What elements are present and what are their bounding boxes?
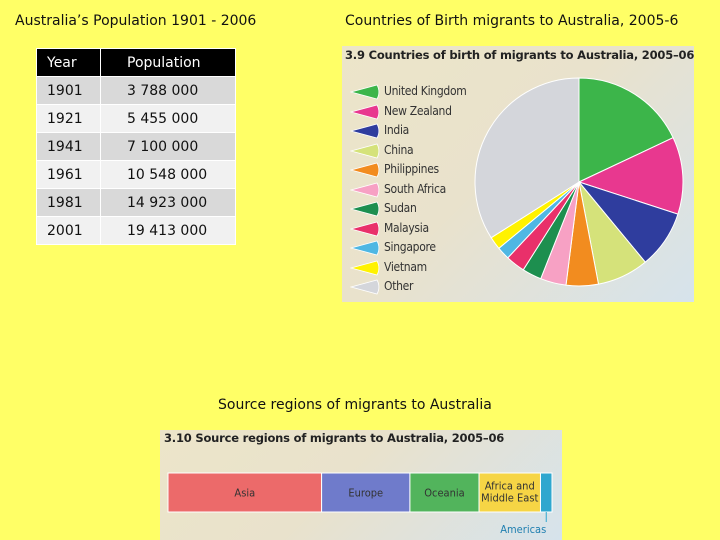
population-cell: 19 413 000 bbox=[100, 216, 236, 245]
population-cell: 14 923 000 bbox=[100, 188, 236, 217]
population-column-header: Population bbox=[100, 48, 236, 77]
legend-swatch-other bbox=[350, 279, 380, 295]
countries-of-birth-figure: 3.9 Countries of birth of migrants to Au… bbox=[342, 46, 694, 302]
legend-label: Vietnam bbox=[384, 259, 427, 274]
legend-swatch-malaysia bbox=[350, 221, 380, 236]
legend-label: Malaysia bbox=[384, 220, 429, 235]
table-row: 1941 7 100 000 bbox=[36, 132, 236, 161]
legend-swatch bbox=[350, 182, 380, 197]
legend-swatch bbox=[350, 123, 380, 139]
legend-label: Sudan bbox=[384, 201, 417, 215]
legend-label: Singapore bbox=[384, 240, 436, 254]
pie-slice-new-zealand bbox=[577, 137, 684, 215]
year-cell: 1961 bbox=[36, 160, 101, 189]
legend-swatch bbox=[350, 221, 380, 236]
year-cell: 1901 bbox=[36, 76, 101, 105]
population-cell: 7 100 000 bbox=[100, 132, 236, 161]
bar-segment-americas bbox=[539, 472, 553, 513]
bar-label-oceania: Oceania bbox=[424, 487, 464, 500]
legend-swatch-sudan bbox=[350, 201, 380, 217]
legend-swatch bbox=[350, 84, 380, 100]
bar-chart-title: 3.10 Source regions of migrants to Austr… bbox=[164, 431, 505, 445]
legend-label: China bbox=[384, 142, 414, 157]
legend-swatch bbox=[350, 162, 380, 178]
legend-swatch bbox=[350, 260, 380, 275]
pie-slice-united-kingdom bbox=[578, 77, 674, 183]
stacked-bar-chart: Asia Europe Oceania Africa and Middle East Am… bbox=[167, 472, 553, 536]
legend-swatch-united-kingdom bbox=[350, 84, 380, 100]
source-regions-heading: Source regions of migrants to Australia bbox=[218, 397, 492, 413]
population-cell: 3 788 000 bbox=[100, 76, 236, 105]
legend-swatch bbox=[350, 240, 380, 256]
table-header-row: Year Population bbox=[36, 48, 236, 77]
table-row: 1981 14 923 000 bbox=[36, 188, 236, 217]
table-row: 1901 3 788 000 bbox=[36, 76, 236, 105]
population-cell: 5 455 000 bbox=[100, 104, 236, 133]
legend-label: New Zealand bbox=[384, 103, 452, 118]
legend-swatch bbox=[350, 143, 380, 158]
legend-label: South Africa bbox=[384, 181, 446, 196]
population-table: Year Population 1901 3 788 000 1921 5 455 … bbox=[36, 48, 236, 245]
legend-swatch-vietnam bbox=[350, 260, 380, 275]
bar-label-europe: Europe bbox=[348, 487, 383, 500]
legend-swatch-china bbox=[350, 143, 380, 158]
year-cell: 2001 bbox=[36, 216, 101, 245]
legend-label: Philippines bbox=[384, 162, 439, 176]
year-column-header: Year bbox=[36, 48, 101, 77]
countries-of-birth-heading: Countries of Birth migrants to Australia… bbox=[345, 13, 679, 29]
legend-swatch-south-africa bbox=[350, 182, 380, 197]
legend-swatch-new-zealand bbox=[350, 104, 380, 119]
legend-swatch-singapore bbox=[350, 240, 380, 256]
population-heading: Australia’s Population 1901 - 2006 bbox=[15, 13, 257, 29]
legend-label: India bbox=[384, 123, 409, 137]
population-cell: 10 548 000 bbox=[100, 160, 236, 189]
bar-segment-oceania bbox=[409, 472, 480, 513]
legend-swatch bbox=[350, 201, 380, 217]
table-row: 1921 5 455 000 bbox=[36, 104, 236, 133]
year-cell: 1921 bbox=[36, 104, 101, 133]
legend-label: United Kingdom bbox=[384, 84, 467, 98]
bar-label-africa-and-middle-east: Africa and Middle East bbox=[481, 480, 538, 505]
legend-swatch-philippines bbox=[350, 162, 380, 178]
year-cell: 1941 bbox=[36, 132, 101, 161]
pie-slice-other bbox=[474, 77, 580, 239]
pie-chart bbox=[474, 77, 684, 287]
table-row: 1961 10 548 000 bbox=[36, 160, 236, 189]
table-row: 2001 19 413 000 bbox=[36, 216, 236, 245]
legend-label: Other bbox=[384, 279, 414, 293]
pie-chart-title: 3.9 Countries of birth of migrants to Au… bbox=[345, 48, 695, 62]
legend-swatch bbox=[350, 104, 380, 119]
bar-label-asia: Asia bbox=[234, 487, 255, 500]
bar-segment-africa-and-middle-east bbox=[478, 472, 541, 513]
source-regions-figure: 3.10 Source regions of migrants to Austr… bbox=[160, 430, 562, 540]
legend-swatch-india bbox=[350, 123, 380, 139]
legend-swatch bbox=[350, 279, 380, 295]
year-cell: 1981 bbox=[36, 188, 101, 217]
bar-label-americas: Americas bbox=[500, 523, 546, 536]
